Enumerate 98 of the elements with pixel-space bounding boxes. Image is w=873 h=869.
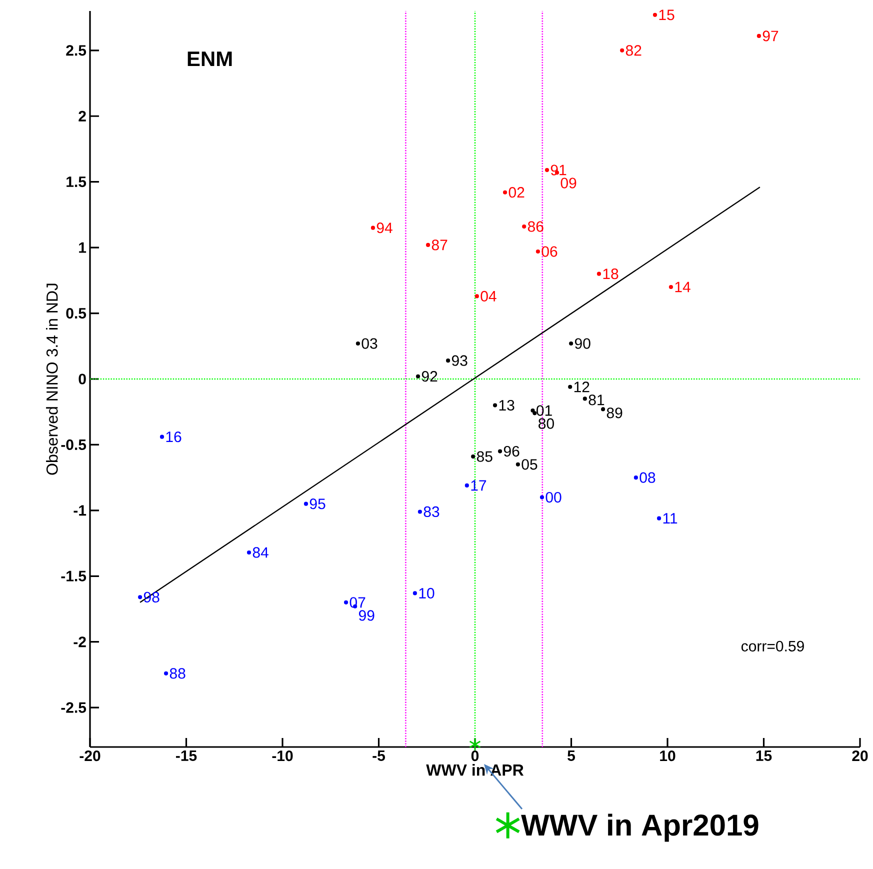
annotation: corr=0.59 <box>741 640 804 652</box>
point <box>304 502 308 506</box>
point <box>356 341 360 346</box>
y-tick-label: -1.5 <box>61 570 86 582</box>
x-tick-label: 0 <box>471 750 479 762</box>
annotation: 82 <box>626 45 642 56</box>
point <box>412 591 417 596</box>
annotation: 18 <box>603 268 618 280</box>
point <box>160 434 164 439</box>
annotation: 89 <box>606 408 622 418</box>
annotation: 85 <box>476 451 492 462</box>
point <box>471 454 476 459</box>
x-tick-label: 15 <box>756 750 772 761</box>
point <box>416 374 420 378</box>
x-tick-label: -5 <box>372 750 385 761</box>
annotation: 04 <box>480 290 496 302</box>
annotation: 97 <box>762 30 778 42</box>
annotation: ENM <box>188 52 232 66</box>
annotation: 15 <box>659 10 674 20</box>
annotation: 83 <box>424 506 440 518</box>
annotation: 01 <box>536 405 552 416</box>
annotation: 16 <box>166 432 182 442</box>
annotation: 05 <box>522 459 538 470</box>
annotation: 90 <box>574 338 590 349</box>
x-tick-label: 20 <box>852 750 868 762</box>
y-tick-label: 0 <box>78 374 86 384</box>
x-axis-title: WWV in APR <box>426 764 524 776</box>
point <box>446 358 450 363</box>
annotation: 93 <box>452 355 468 366</box>
point <box>418 510 422 514</box>
annotation: 08 <box>640 472 656 483</box>
point <box>516 462 520 466</box>
annotation: 96 <box>504 446 520 457</box>
y-tick-label: 0.5 <box>66 308 86 319</box>
point <box>544 168 550 172</box>
annotation: 09 <box>560 178 576 188</box>
point <box>502 190 508 194</box>
y-tick-label: 1 <box>79 242 86 253</box>
y-tick-label: 2.5 <box>66 45 86 56</box>
point <box>498 449 502 454</box>
point <box>582 396 587 401</box>
point <box>596 272 602 276</box>
point <box>474 294 479 298</box>
point <box>164 671 168 676</box>
annotation: 92 <box>422 371 438 382</box>
annotation: 84 <box>252 547 268 558</box>
y-tick-label: 2 <box>78 110 86 122</box>
legend-label: WWV in Apr2019 <box>521 814 758 842</box>
annotation: 86 <box>528 221 544 232</box>
annotation: 00 <box>546 492 562 503</box>
x-tick-label: 5 <box>568 750 576 761</box>
point <box>522 224 526 229</box>
point <box>464 483 469 488</box>
point <box>600 407 606 412</box>
y-tick-label: -2.5 <box>61 702 86 713</box>
point <box>138 595 142 600</box>
point <box>652 12 658 17</box>
annotation: 06 <box>542 246 558 257</box>
point <box>246 550 252 555</box>
point <box>492 403 498 408</box>
point <box>568 384 572 389</box>
point <box>370 226 376 230</box>
point <box>756 34 761 38</box>
y-tick-label: -0.5 <box>61 439 86 450</box>
annotation: 10 <box>419 588 434 599</box>
annotation: 95 <box>310 498 326 510</box>
point <box>540 495 544 500</box>
x-tick-label: -10 <box>272 750 293 762</box>
point <box>469 738 481 752</box>
annotation: 99 <box>358 610 374 621</box>
annotation: 88 <box>170 668 186 679</box>
annotation: 81 <box>588 394 604 406</box>
point <box>536 249 540 254</box>
x-tick-label: 10 <box>660 750 676 762</box>
point <box>344 600 348 604</box>
y-tick-label: -1 <box>74 505 86 516</box>
y-tick-label: 1.5 <box>66 176 86 188</box>
y-tick-label: -2 <box>74 636 86 648</box>
point <box>634 476 638 480</box>
x-tick-label: -20 <box>80 750 100 762</box>
point <box>656 516 662 520</box>
point <box>530 408 535 413</box>
annotation: 12 <box>574 382 590 392</box>
point <box>569 341 574 346</box>
annotation: 11 <box>663 513 678 524</box>
annotation: 13 <box>499 400 514 411</box>
annotation: 87 <box>432 240 448 250</box>
x-tick-label: -15 <box>176 750 197 761</box>
point <box>620 48 624 52</box>
point <box>668 284 674 290</box>
point <box>426 242 430 247</box>
annotation: 94 <box>376 222 392 234</box>
annotation: 02 <box>508 187 524 198</box>
annotation: 80 <box>538 418 554 429</box>
annotation: 03 <box>362 338 378 349</box>
annotation: 17 <box>471 480 486 491</box>
annotation: 14 <box>675 282 690 292</box>
y-axis-title: Observed NINO 3.4 in NDJ <box>46 284 58 475</box>
